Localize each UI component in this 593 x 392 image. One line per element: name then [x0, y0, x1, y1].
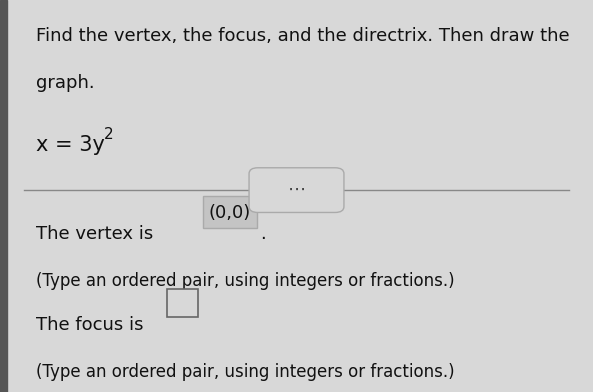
Text: (Type an ordered pair, using integers or fractions.): (Type an ordered pair, using integers or…	[36, 272, 454, 290]
FancyBboxPatch shape	[203, 196, 257, 228]
Bar	[0, 0, 7, 392]
Text: 2: 2	[104, 127, 113, 142]
FancyBboxPatch shape	[249, 168, 344, 212]
FancyBboxPatch shape	[167, 289, 198, 317]
Text: (Type an ordered pair, using integers or fractions.): (Type an ordered pair, using integers or…	[36, 363, 454, 381]
Text: (0,0): (0,0)	[209, 204, 251, 222]
Text: x = 3y: x = 3y	[36, 135, 104, 155]
Text: Find the vertex, the focus, and the directrix. Then draw the: Find the vertex, the focus, and the dire…	[36, 27, 569, 45]
Text: ⋯: ⋯	[288, 181, 305, 199]
Text: graph.: graph.	[36, 74, 94, 93]
Text: .: .	[260, 225, 266, 243]
Text: The vertex is: The vertex is	[36, 225, 158, 243]
Text: The focus is: The focus is	[36, 316, 149, 334]
